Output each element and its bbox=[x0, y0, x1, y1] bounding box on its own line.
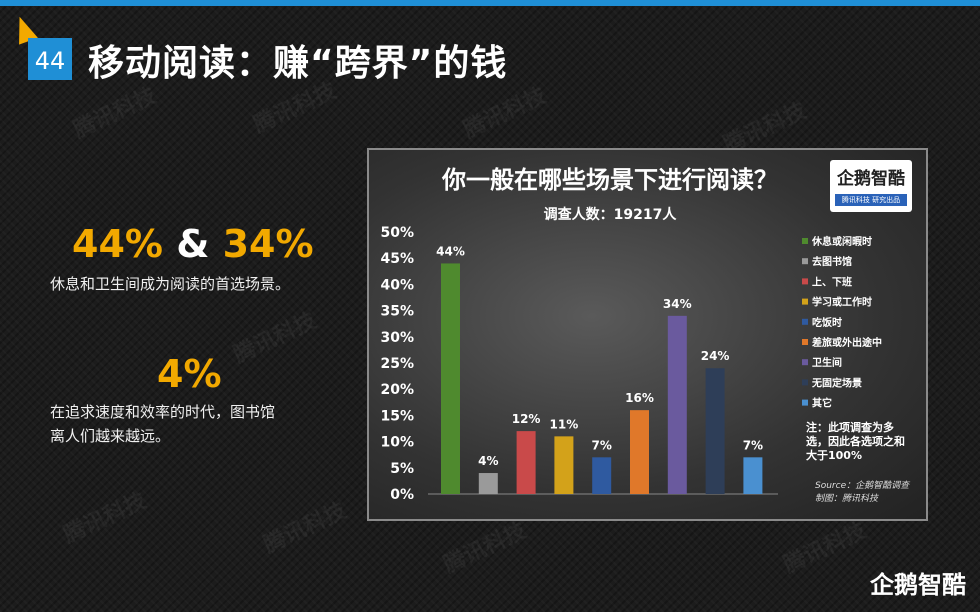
legend-label: 其它 bbox=[812, 397, 832, 410]
stat-value-44: 44% bbox=[72, 222, 163, 266]
stat-44-34: 44% & 34% bbox=[72, 222, 314, 266]
bar-9 bbox=[743, 457, 763, 494]
bar-8 bbox=[705, 368, 725, 494]
legend-label: 无固定场景 bbox=[811, 376, 862, 389]
legend-label: 吃饭时 bbox=[812, 316, 842, 329]
bar-value-label: 16% bbox=[625, 391, 654, 405]
bar-3 bbox=[516, 431, 536, 494]
stat-value-34: 34% bbox=[222, 222, 314, 266]
bar-value-label: 44% bbox=[436, 244, 465, 258]
chart-note-line: 注：此项调查为多 bbox=[806, 420, 894, 434]
y-tick-label: 15% bbox=[380, 408, 414, 424]
chart-title: 你一般在哪些场景下进行阅读？ bbox=[441, 166, 778, 194]
stat-ampersand: & bbox=[176, 222, 210, 266]
bar-2 bbox=[478, 473, 498, 494]
y-tick-label: 30% bbox=[380, 330, 414, 346]
chart-source: Source：企鹅智酷调查 bbox=[815, 480, 911, 491]
stat2-caption-line1: 在追求速度和效率的时代，图书馆 bbox=[50, 403, 276, 421]
legend-swatch bbox=[802, 379, 808, 386]
bar-value-label: 12% bbox=[512, 412, 541, 426]
slide-number: 44 bbox=[28, 38, 72, 80]
y-tick-label: 0% bbox=[390, 487, 414, 503]
bar-1 bbox=[441, 263, 460, 494]
legend-label: 去图书馆 bbox=[812, 255, 852, 268]
bar-7 bbox=[667, 315, 687, 494]
logo-sub-text: 腾讯科技 研究出品 bbox=[835, 194, 907, 206]
qie-zhiku-logo: 企鹅智酷 腾讯科技 研究出品 bbox=[830, 160, 912, 212]
stat2-caption: 在追求速度和效率的时代，图书馆 离人们越来越远。 bbox=[50, 400, 275, 448]
logo-main-text: 企鹅智酷 bbox=[837, 169, 905, 189]
legend-swatch bbox=[802, 238, 808, 244]
stat-value-4: 4% bbox=[157, 352, 222, 396]
y-tick-label: 35% bbox=[380, 304, 414, 320]
bar-4 bbox=[554, 436, 574, 494]
legend-label: 卫生间 bbox=[812, 356, 842, 369]
bar-value-label: 7% bbox=[592, 438, 612, 452]
chart-credit: 制图：腾讯科技 bbox=[815, 493, 879, 504]
page-title: 移动阅读：赚“跨界”的钱 bbox=[88, 43, 508, 84]
y-tick-label: 45% bbox=[380, 251, 414, 267]
legend-swatch bbox=[802, 258, 808, 265]
chart-note-line: 大于100% bbox=[806, 448, 862, 462]
y-tick-label: 10% bbox=[380, 435, 414, 451]
bar-value-label: 4% bbox=[478, 454, 498, 468]
top-accent-bar bbox=[0, 0, 980, 6]
legend-label: 学习或工作时 bbox=[812, 296, 872, 309]
legend-swatch bbox=[802, 278, 808, 285]
y-tick-label: 25% bbox=[380, 356, 414, 372]
bar-value-label: 34% bbox=[663, 297, 692, 311]
brand-logo: 企鹅智酷 bbox=[870, 571, 966, 599]
legend-swatch bbox=[802, 298, 808, 305]
y-tick-label: 5% bbox=[390, 461, 414, 477]
legend-label: 休息或闲暇时 bbox=[811, 235, 872, 248]
bar-6 bbox=[630, 410, 649, 494]
bar-value-label: 11% bbox=[550, 417, 579, 431]
bar-5 bbox=[592, 457, 612, 494]
bar-value-label: 24% bbox=[701, 349, 730, 363]
y-tick-label: 20% bbox=[380, 382, 414, 398]
legend-label: 上、下班 bbox=[812, 275, 852, 288]
stat1-caption: 休息和卫生间成为阅读的首选场景。 bbox=[50, 275, 291, 293]
stat2-caption-line2: 离人们越来越远。 bbox=[50, 427, 171, 445]
legend-swatch bbox=[802, 318, 808, 325]
legend-swatch bbox=[802, 399, 808, 406]
legend-label: 差旅或外出途中 bbox=[812, 336, 882, 349]
y-tick-label: 50% bbox=[380, 225, 414, 241]
bar-value-label: 7% bbox=[743, 438, 763, 452]
y-tick-label: 40% bbox=[380, 277, 414, 293]
legend-swatch bbox=[802, 359, 808, 366]
legend-swatch bbox=[802, 339, 808, 345]
chart-subtitle: 调查人数：19217人 bbox=[544, 206, 678, 223]
chart-note-line: 选，因此各选项之和 bbox=[806, 434, 905, 448]
